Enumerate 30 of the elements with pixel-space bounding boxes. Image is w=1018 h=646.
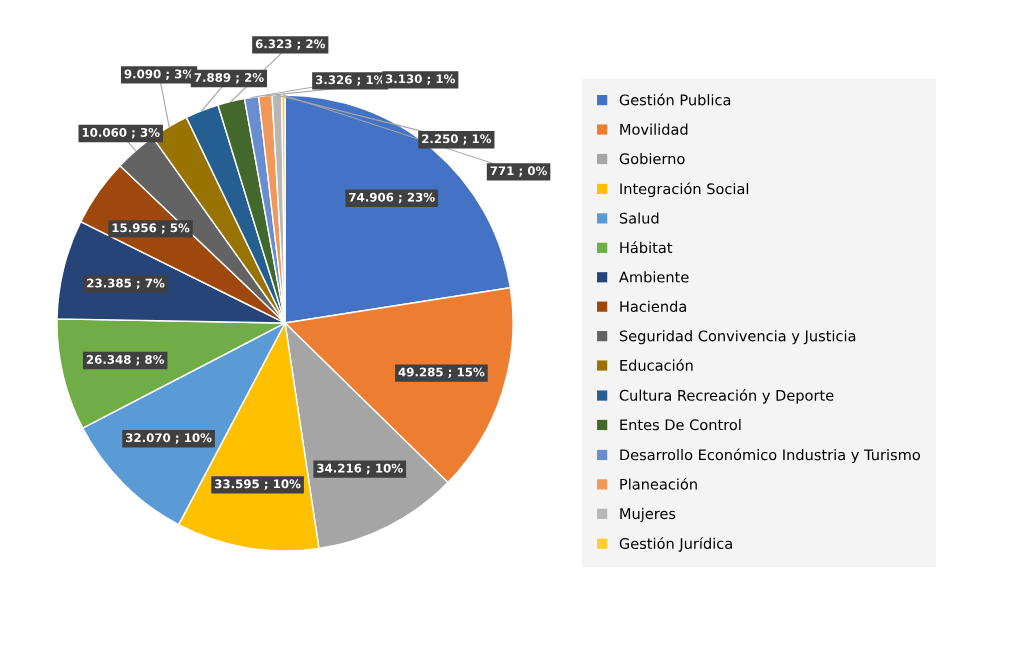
legend-label: Gestión Publica <box>619 93 731 106</box>
legend-label: Movilidad <box>620 123 688 135</box>
legend-label: Hábitat <box>620 241 673 254</box>
data-label: 23.385 ; 7% <box>87 278 165 290</box>
legend-label: Mujeres <box>620 507 676 522</box>
data-label: 10.060 ; 3% <box>82 127 160 139</box>
data-label: 74.906 ; 23% <box>349 192 435 204</box>
data-label: 33.595 ; 10% <box>214 479 301 490</box>
legend-label: Seguridad Convivencia y Justicia <box>619 330 856 345</box>
data-label: 32.070 ; 10% <box>126 433 212 444</box>
legend-label: Hacienda <box>620 300 686 312</box>
data-label: 6.323 ; 2% <box>255 39 326 50</box>
legend-label: Ambiente <box>619 271 689 283</box>
data-label: 7.889 ; 2% <box>194 73 264 84</box>
legend-label: Gestión Jurídica <box>619 537 732 552</box>
legend-label: Gobierno <box>619 152 685 165</box>
legend-label: Entes De Control <box>620 418 741 431</box>
data-label: 15.956 ; 5% <box>112 223 190 234</box>
legend-label: Planeación <box>620 477 697 490</box>
legend-label: Salud <box>619 212 659 224</box>
legend-label: Educación <box>620 358 693 371</box>
legend-label: Integración Social <box>620 182 749 198</box>
data-label: 2.250 ; 1% <box>422 134 492 145</box>
data-label: 34.216 ; 10% <box>317 463 403 475</box>
data-label: 26.348 ; 8% <box>86 355 165 366</box>
legend-label: Desarrollo Económico Industria y Turismo <box>620 448 920 464</box>
data-label: 49.285 ; 15% <box>398 367 485 378</box>
data-label: 771 ; 0% <box>490 166 547 177</box>
legend-label: Cultura Recreación y Deporte <box>619 388 834 404</box>
data-label: 3.130 ; 1% <box>385 74 456 85</box>
